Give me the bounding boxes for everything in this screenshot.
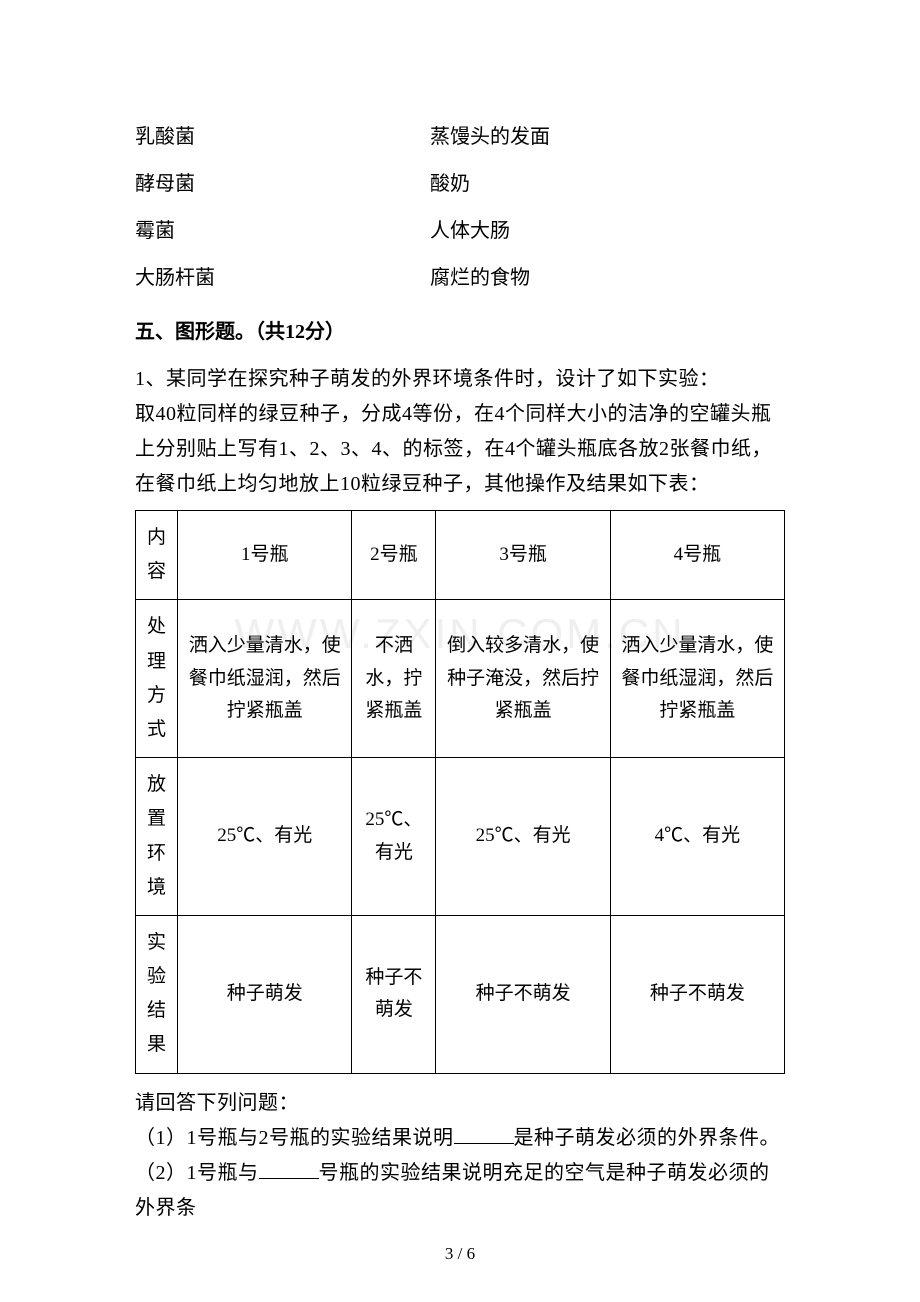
question-intro-2: 取40粒同样的绿豆种子，分成4等份，在4个同样大小的洁净的空罐头瓶上分别贴上写有… — [135, 397, 785, 502]
table-cell: 种子萌发 — [178, 915, 352, 1073]
match-right-item: 酸奶 — [430, 167, 785, 196]
match-row: 霉菌 人体大肠 — [135, 214, 785, 243]
match-right-item: 腐烂的食物 — [430, 261, 785, 290]
match-right-item: 蒸馒头的发面 — [430, 120, 785, 149]
table-cell: 3号瓶 — [436, 511, 610, 600]
blank-field — [454, 1143, 514, 1144]
table-cell: 4℃、有光 — [610, 758, 784, 916]
section-title: 五、图形题。（共12分） — [135, 315, 785, 344]
table-row: 放置环境 25℃、有光 25℃、有光 25℃、有光 4℃、有光 — [136, 758, 785, 916]
table-cell: 1号瓶 — [178, 511, 352, 600]
match-left-item: 乳酸菌 — [135, 120, 430, 149]
table-cell: 洒入少量清水，使餐巾纸湿润，然后拧紧瓶盖 — [610, 600, 784, 758]
table-cell: 25℃、有光 — [436, 758, 610, 916]
page-number: 3 / 6 — [0, 1244, 920, 1264]
table-header-cell: 内容 — [136, 511, 178, 600]
table-cell: 25℃、有光 — [352, 758, 436, 916]
match-row: 大肠杆菌 腐烂的食物 — [135, 261, 785, 290]
table-cell: 2号瓶 — [352, 511, 436, 600]
table-cell: 种子不萌发 — [610, 915, 784, 1073]
table-row: 处理方式 洒入少量清水，使餐巾纸湿润，然后拧紧瓶盖 不洒水，拧紧瓶盖 倒入较多清… — [136, 600, 785, 758]
table-cell: 种子不萌发 — [436, 915, 610, 1073]
table-cell: 25℃、有光 — [178, 758, 352, 916]
answer-q2: （2）1号瓶与号瓶的实验结果说明充足的空气是种子萌发必须的外界条 — [135, 1156, 785, 1226]
answer-q1-post: 是种子萌发必须的外界条件。 — [514, 1127, 781, 1149]
match-left-item: 大肠杆菌 — [135, 261, 430, 290]
table-cell: 种子不萌发 — [352, 915, 436, 1073]
table-header-cell: 实验结果 — [136, 915, 178, 1073]
match-left-item: 酵母菌 — [135, 167, 430, 196]
match-row: 酵母菌 酸奶 — [135, 167, 785, 196]
table-row: 实验结果 种子萌发 种子不萌发 种子不萌发 种子不萌发 — [136, 915, 785, 1073]
page-content: 乳酸菌 蒸馒头的发面 酵母菌 酸奶 霉菌 人体大肠 大肠杆菌 腐烂的食物 五、图… — [135, 120, 785, 1226]
table-cell: 倒入较多清水，使种子淹没，然后拧紧瓶盖 — [436, 600, 610, 758]
answer-q2-pre: （2）1号瓶与 — [135, 1162, 259, 1184]
answer-intro: 请回答下列问题： — [135, 1086, 785, 1121]
table-header-cell: 放置环境 — [136, 758, 178, 916]
table-cell: 洒入少量清水，使餐巾纸湿润，然后拧紧瓶盖 — [178, 600, 352, 758]
answer-q1-pre: （1）1号瓶与2号瓶的实验结果说明 — [135, 1127, 454, 1149]
match-right-item: 人体大肠 — [430, 214, 785, 243]
table-cell: 不洒水，拧紧瓶盖 — [352, 600, 436, 758]
match-row: 乳酸菌 蒸馒头的发面 — [135, 120, 785, 149]
match-left-item: 霉菌 — [135, 214, 430, 243]
blank-field — [259, 1178, 319, 1179]
experiment-table: 内容 1号瓶 2号瓶 3号瓶 4号瓶 处理方式 洒入少量清水，使餐巾纸湿润，然后… — [135, 510, 785, 1074]
table-header-cell: 处理方式 — [136, 600, 178, 758]
question-intro-1: 1、某同学在探究种子萌发的外界环境条件时，设计了如下实验： — [135, 362, 785, 397]
table-cell: 4号瓶 — [610, 511, 784, 600]
table-row: 内容 1号瓶 2号瓶 3号瓶 4号瓶 — [136, 511, 785, 600]
answer-q1: （1）1号瓶与2号瓶的实验结果说明 是种子萌发必须的外界条件。 — [135, 1121, 785, 1156]
